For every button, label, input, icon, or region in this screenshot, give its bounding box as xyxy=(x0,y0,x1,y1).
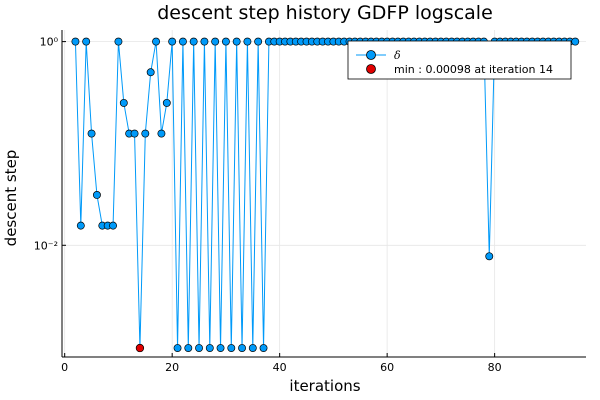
data-point xyxy=(254,37,263,46)
axes xyxy=(61,30,586,358)
data-point xyxy=(152,37,161,46)
data-point xyxy=(184,344,193,352)
legend-series-marker xyxy=(366,50,376,60)
data-point xyxy=(82,37,91,46)
data-point xyxy=(248,344,257,352)
y-axis-ticks: 10⁻² 10⁰ xyxy=(34,36,66,252)
data-point xyxy=(232,37,241,46)
y-tick-label: 10⁻² xyxy=(34,239,58,252)
x-tick-label: 60 xyxy=(380,361,394,374)
data-point xyxy=(114,37,123,46)
data-point xyxy=(87,129,96,138)
data-point xyxy=(221,37,230,46)
chart-title: descent step history GDFP logscale xyxy=(157,2,493,24)
data-point xyxy=(141,129,150,138)
x-axis-ticks: 0 20 40 60 80 xyxy=(61,353,502,374)
legend-series-label: δ xyxy=(394,49,401,62)
x-tick-label: 20 xyxy=(165,361,179,374)
data-point xyxy=(211,37,220,46)
data-point xyxy=(71,37,80,46)
min-point xyxy=(135,343,145,353)
data-point xyxy=(195,344,203,352)
legend: δ min : 0.00098 at iteration 14 xyxy=(347,40,572,80)
data-point xyxy=(571,37,580,46)
data-point xyxy=(189,37,198,46)
data-point xyxy=(485,252,494,261)
x-axis-label: iterations xyxy=(289,377,360,395)
y-tick-label: 10⁰ xyxy=(40,36,59,49)
data-point xyxy=(157,129,166,138)
data-point xyxy=(227,344,236,352)
data-point xyxy=(130,129,139,138)
data-point xyxy=(205,344,214,352)
legend-min-marker xyxy=(366,64,376,74)
data-point xyxy=(146,68,155,77)
legend-box xyxy=(347,40,572,80)
data-point xyxy=(200,37,209,46)
data-point xyxy=(178,37,187,46)
data-point xyxy=(168,37,177,46)
data-point xyxy=(238,344,246,352)
data-point xyxy=(243,37,252,46)
data-point xyxy=(162,98,171,107)
data-point xyxy=(259,344,268,352)
data-point xyxy=(92,191,101,199)
data-point xyxy=(173,344,182,352)
data-point xyxy=(119,98,128,107)
data-point xyxy=(76,221,85,230)
x-tick-label: 80 xyxy=(488,361,502,374)
x-tick-label: 40 xyxy=(273,361,287,374)
x-tick-label: 0 xyxy=(61,361,68,374)
data-point xyxy=(216,344,225,352)
data-point xyxy=(109,221,118,230)
min-marker-group xyxy=(135,343,145,353)
legend-min-label: min : 0.00098 at iteration 14 xyxy=(394,63,553,76)
y-axis-label: descent step xyxy=(2,150,20,247)
